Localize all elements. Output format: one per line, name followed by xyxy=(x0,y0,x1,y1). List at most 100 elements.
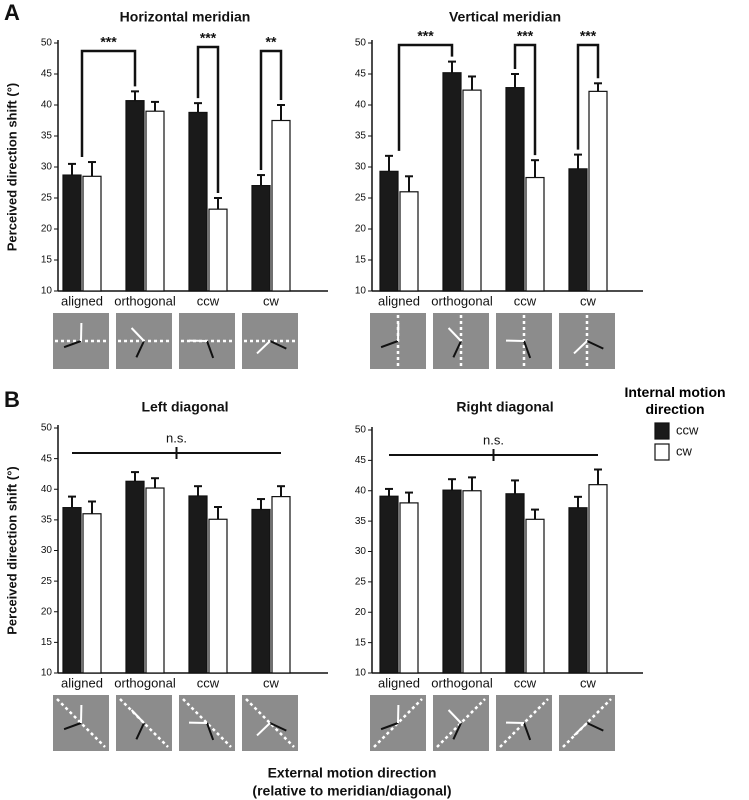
stimulus-arrow xyxy=(447,709,462,724)
y-tick-label: 40 xyxy=(355,100,367,111)
y-tick-label: 10 xyxy=(41,668,53,679)
y-tick-label: 40 xyxy=(355,485,367,496)
bar xyxy=(379,170,399,292)
stimulus-arrow xyxy=(573,722,588,737)
stimulus-arrow xyxy=(452,722,462,740)
bar xyxy=(505,87,525,292)
y-tick-label: 25 xyxy=(355,577,367,588)
y-tick-label: 35 xyxy=(355,131,367,142)
significance-label: *** xyxy=(517,28,534,44)
stimulus-arrow xyxy=(447,327,462,342)
bar xyxy=(208,518,228,674)
bar xyxy=(525,176,545,292)
bar xyxy=(271,119,291,292)
bar xyxy=(62,174,82,292)
stimulus-arrow xyxy=(452,340,462,358)
y-tick-label: 20 xyxy=(355,224,367,235)
y-tick-label: 20 xyxy=(41,606,53,617)
stimulus-arrow xyxy=(135,722,145,740)
stimulus-arrow xyxy=(63,722,82,731)
y-tick-label: 50 xyxy=(355,38,367,49)
y-tick-label: 50 xyxy=(41,423,53,434)
stimulus-arrow xyxy=(269,722,287,732)
significance-label: n.s. xyxy=(483,432,504,447)
y-tick-label: 35 xyxy=(41,515,53,526)
y-tick-label: 10 xyxy=(41,286,53,297)
y-tick-label: 15 xyxy=(355,637,367,648)
x-tick-label: ccw xyxy=(197,293,220,308)
y-tick-label: 50 xyxy=(355,425,367,436)
y-tick-label: 10 xyxy=(355,286,367,297)
significance-label: *** xyxy=(100,34,117,50)
stimulus-arrow xyxy=(269,340,287,350)
legend-label: ccw xyxy=(676,422,699,437)
y-tick-label: 25 xyxy=(41,576,53,587)
bar xyxy=(188,111,208,292)
stimulus-arrow xyxy=(523,722,532,741)
x-tick-label: orthogonal xyxy=(114,675,176,690)
y-tick-label: 15 xyxy=(41,255,53,266)
y-tick-label: 45 xyxy=(355,455,367,466)
stimulus-meridian xyxy=(56,698,106,748)
stimulus-meridian xyxy=(245,698,295,748)
x-tick-label: ccw xyxy=(514,675,537,690)
stimulus-arrow xyxy=(63,340,82,349)
bar xyxy=(462,490,482,674)
y-tick-label: 45 xyxy=(41,69,53,80)
significance-label: ** xyxy=(266,34,277,50)
y-tick-label: 45 xyxy=(355,69,367,80)
stimulus-meridian xyxy=(436,698,486,748)
y-tick-label: 40 xyxy=(41,484,53,495)
stimulus-arrow xyxy=(380,722,399,731)
stimulus-meridian xyxy=(182,698,232,748)
bar xyxy=(505,493,525,674)
bar xyxy=(568,507,588,674)
significance-bracket xyxy=(397,43,454,151)
significance-label: n.s. xyxy=(166,430,187,445)
stimulus-meridian xyxy=(562,698,612,748)
significance-label: *** xyxy=(417,28,434,44)
y-tick-label: 30 xyxy=(355,162,367,173)
y-tick-label: 20 xyxy=(41,224,53,235)
y-tick-label: 30 xyxy=(41,162,53,173)
stimulus-arrow xyxy=(380,340,399,349)
y-tick-label: 20 xyxy=(355,607,367,618)
bar xyxy=(568,168,588,292)
significance-bracket xyxy=(196,45,220,193)
significance-label: *** xyxy=(580,28,597,44)
panel-label: B xyxy=(4,387,20,412)
stimulus-arrow xyxy=(206,340,215,359)
bar xyxy=(271,496,291,674)
x-tick-label: ccw xyxy=(514,293,537,308)
significance-bracket xyxy=(80,49,137,158)
panel-label: A xyxy=(4,0,20,25)
y-tick-label: 30 xyxy=(41,545,53,556)
stimulus-arrow xyxy=(256,340,271,355)
y-axis-label: Perceived direction shift (°) xyxy=(4,466,19,634)
bar xyxy=(462,89,482,292)
bar xyxy=(399,191,419,292)
bar xyxy=(442,72,462,292)
stimulus-meridian xyxy=(373,698,423,748)
legend-label: cw xyxy=(676,443,693,458)
bar xyxy=(125,100,145,292)
bar xyxy=(145,487,165,674)
y-tick-label: 40 xyxy=(41,100,53,111)
bar xyxy=(525,518,545,674)
stimulus-arrow xyxy=(586,722,604,732)
y-tick-label: 45 xyxy=(41,453,53,464)
bar xyxy=(62,507,82,674)
y-tick-label: 25 xyxy=(355,193,367,204)
x-tick-label: cw xyxy=(263,675,280,690)
significance-bracket xyxy=(576,43,600,150)
legend-title: Internal motion direction xyxy=(624,384,726,417)
stimulus-arrow xyxy=(135,340,145,358)
chart-title: Vertical meridian xyxy=(449,9,561,25)
chart-title: Right diagonal xyxy=(456,399,553,415)
bar xyxy=(82,513,102,674)
x-tick-label: orthogonal xyxy=(431,675,493,690)
chart-title: Horizontal meridian xyxy=(120,9,251,25)
significance-bracket xyxy=(513,43,537,156)
